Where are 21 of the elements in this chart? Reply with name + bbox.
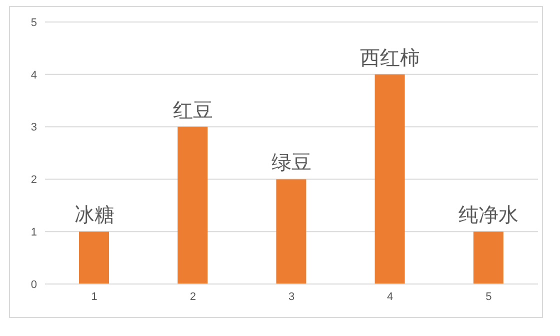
y-tick-label: 5 <box>30 16 37 29</box>
bar <box>178 126 208 284</box>
bar <box>276 179 306 284</box>
annotation: 冰糖 <box>74 204 114 227</box>
annotation: 纯净水 <box>458 204 519 227</box>
x-tick-label: 4 <box>387 290 394 303</box>
bar <box>374 74 405 284</box>
bar <box>79 232 109 284</box>
annotation: 西红柿 <box>360 47 420 70</box>
x-tick-label: 5 <box>486 290 492 303</box>
y-tick-label: 4 <box>30 69 37 82</box>
y-tick-label: 0 <box>30 278 37 291</box>
y-tick-label: 3 <box>30 122 37 134</box>
annotation: 绿豆 <box>272 152 312 174</box>
y-tick-label: 2 <box>30 174 37 186</box>
x-tick-label: 2 <box>190 290 196 303</box>
x-tick-label: 3 <box>288 290 295 303</box>
bar <box>473 232 504 284</box>
annotation: 红豆 <box>172 100 213 122</box>
y-tick-label: 1 <box>30 226 37 239</box>
x-tick-label: 1 <box>91 290 98 303</box>
